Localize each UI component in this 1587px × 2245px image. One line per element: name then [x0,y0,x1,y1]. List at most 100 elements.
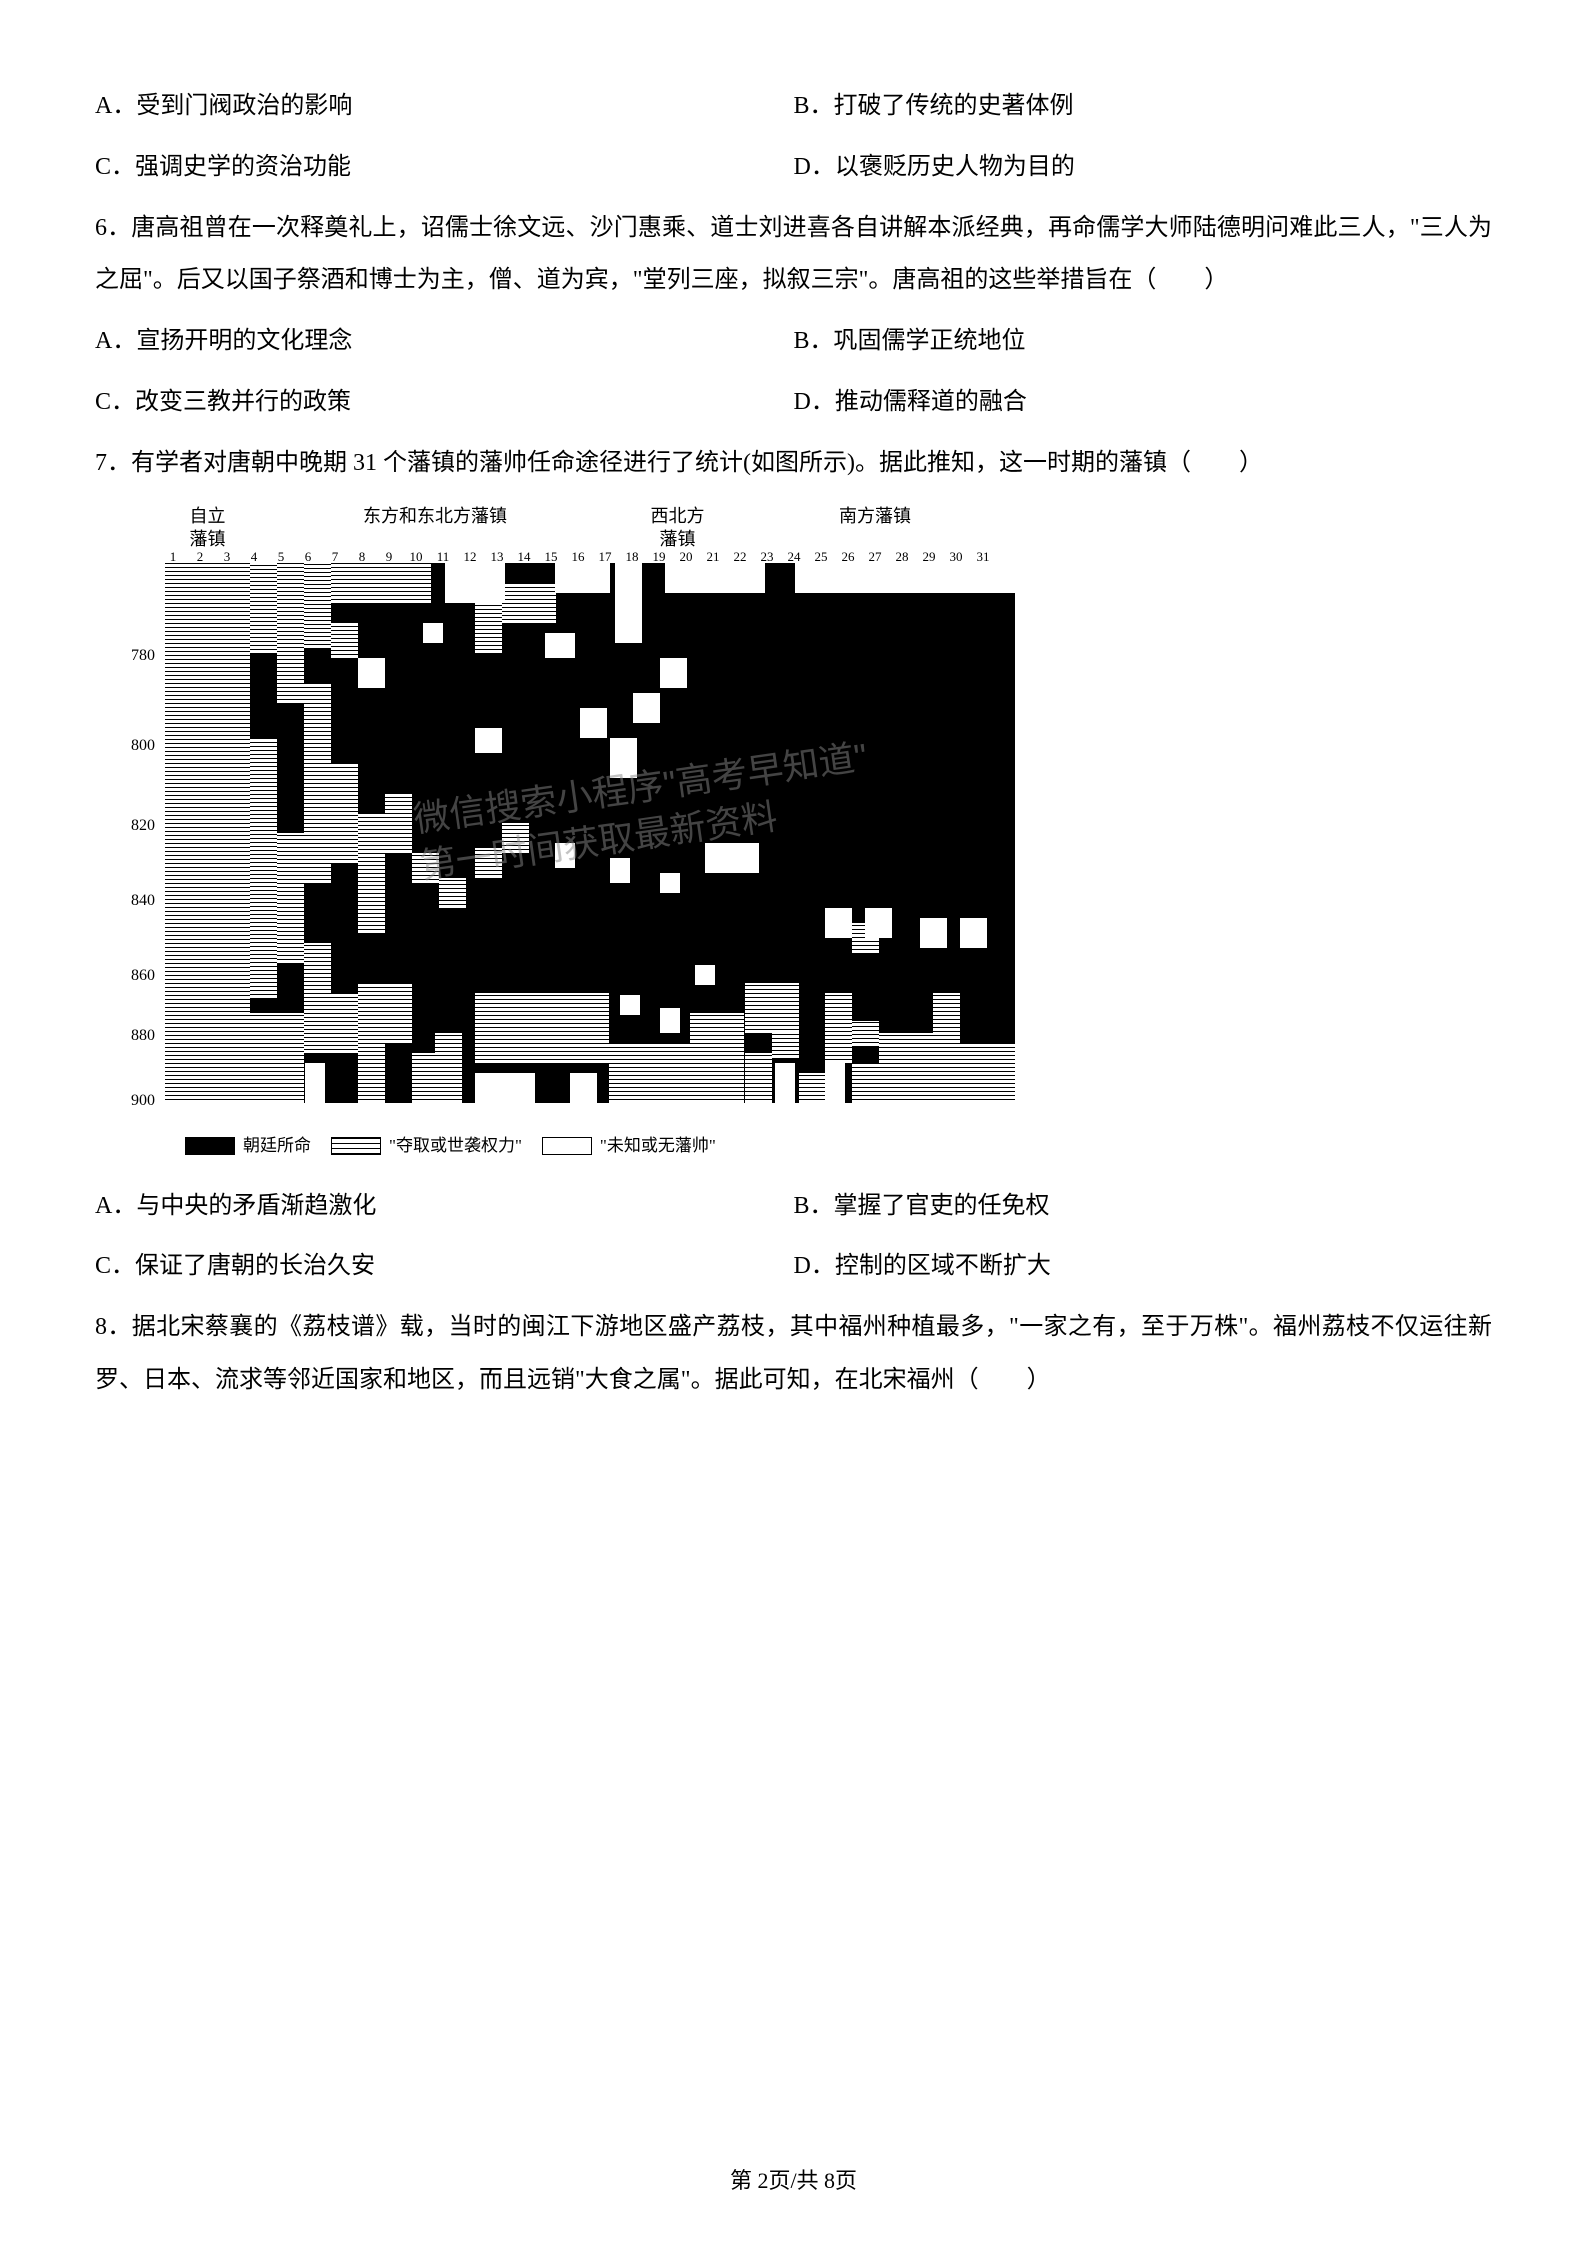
q7-options-row1: A．与中央的矛盾渐趋激化 B．掌握了官吏的任免权 [95,1180,1492,1233]
chart-y-label: 800 [115,728,155,763]
q5-option-a: A．受到门阀政治的影响 [95,80,794,133]
chart-region-unknown [475,1073,535,1103]
chart-region-seized [879,1033,933,1103]
chart-region-seized [772,1033,799,1058]
chart-region-unknown [795,563,1015,593]
chart-region-unknown [825,908,852,938]
chart-y-label: 860 [115,958,155,993]
document-page: A．受到门阀政治的影响 B．打破了传统的史著体例 C．强调史学的资治功能 D．以… [0,0,1587,1475]
chart-region-unknown [665,563,765,593]
chart-region-unknown [358,658,385,688]
chart-region-seized [475,993,556,1063]
legend-item: "未知或无藩帅" [542,1127,716,1164]
legend-swatch [185,1137,235,1155]
chart-region-seized [331,563,431,603]
chart-region-seized [277,563,304,703]
chart-region-seized [609,1043,690,1103]
chart-region-unknown [545,633,575,658]
legend-swatch [542,1137,592,1155]
chart-region-seized [555,993,609,1063]
chart-region-unknown [555,563,610,593]
chart-region-unknown [960,918,987,948]
q6-stem: 6．唐高祖曾在一次释奠礼上，诏儒士徐文远、沙门惠乘、道士刘进喜各自讲解本派经典，… [95,202,1492,308]
chart-region-unknown [865,908,892,938]
chart-region-unknown [570,1073,597,1103]
q5-option-b: B．打破了传统的史著体例 [794,80,1493,133]
chart-y-label: 820 [115,808,155,843]
chart-region-seized [475,603,502,653]
q5-options-row1: A．受到门阀政治的影响 B．打破了传统的史著体例 [95,80,1492,133]
chart-region-seized [331,763,358,863]
chart-y-label: 840 [115,883,155,918]
q7-options-row2: C．保证了唐朝的长治久安 D．控制的区域不断扩大 [95,1240,1492,1293]
chart-region-unknown [633,693,660,723]
q6-option-b: B．巩固儒学正统地位 [794,315,1493,368]
chart-region-seized [250,1013,304,1103]
chart-region-seized [852,1021,879,1046]
chart-region-seized [933,993,960,1103]
q7-option-a: A．与中央的矛盾渐趋激化 [95,1180,794,1233]
q6-options-row2: C．改变三教并行的政策 D．推动儒释道的融合 [95,376,1492,429]
chart-region-unknown [825,1063,845,1103]
q5-option-c: C．强调史学的资治功能 [95,141,794,194]
chart-region-unknown [620,995,640,1015]
chart-region-seized [304,683,331,883]
legend-item: 朝廷所命 [185,1127,311,1164]
chart-region-seized [358,813,385,933]
chart-region-seized [439,878,466,908]
chart-region-unknown [660,658,687,688]
chart-region-seized [165,563,250,1103]
chart-region-seized [502,583,556,623]
chart-region-seized [502,823,529,853]
chart-region-unknown [695,965,715,985]
chart-region-seized [358,983,385,1103]
q5-options-row2: C．强调史学的资治功能 D．以褒贬历史人物为目的 [95,141,1492,194]
chart-region-seized [745,1053,772,1103]
legend-label: 朝廷所命 [243,1127,311,1164]
chart-region-seized [412,853,439,883]
chart-region-seized [331,993,358,1053]
chart-region-seized [960,1043,987,1103]
chart-region-seized [852,1063,879,1103]
q5-option-d: D．以褒贬历史人物为目的 [794,141,1493,194]
chart-grid [165,563,1015,1103]
chart-region-seized [331,623,358,658]
page-footer: 第 2页/共 8页 [0,2163,1587,2195]
legend-swatch [331,1137,381,1155]
chart-region-unknown [705,843,759,873]
chart-region-seized [277,833,304,963]
legend-item: "夺取或世袭权力" [331,1127,522,1164]
chart-region-unknown [920,918,947,948]
q8-stem: 8．据北宋蔡襄的《荔枝谱》载，当时的闽江下游地区盛产荔枝，其中福州种植最多，"一… [95,1301,1492,1407]
chart-region-seized [435,1033,462,1103]
chart-region-unknown [610,738,637,778]
chart-y-label: 900 [115,1083,155,1118]
q7-option-d: D．控制的区域不断扩大 [794,1240,1493,1293]
chart-region-unknown [610,858,630,883]
chart-region-seized [385,983,412,1043]
chart-region-seized [250,738,277,998]
q6-options-row1: A．宣扬开明的文化理念 B．巩固儒学正统地位 [95,315,1492,368]
chart-region-seized [304,943,331,1053]
chart-region-seized [799,1073,826,1103]
chart-region-unknown [615,563,642,643]
chart-region-unknown [475,728,502,753]
chart-region-seized [987,1043,1015,1103]
chart-body: 780800820840860880900 [115,563,1015,1103]
legend-label: "未知或无藩帅" [600,1127,716,1164]
chart-region-unknown [580,708,607,738]
q7-option-b: B．掌握了官吏的任免权 [794,1180,1493,1233]
chart-region-seized [475,848,502,878]
chart-y-label: 880 [115,1018,155,1053]
chart-y-axis: 780800820840860880900 [115,563,160,1103]
chart-region-seized [385,793,412,853]
chart-region-seized [745,983,799,1033]
chart-region-unknown [660,1008,680,1033]
chart-region-unknown [445,563,505,603]
chart-region-seized [690,1013,744,1103]
q6-option-c: C．改变三教并行的政策 [95,376,794,429]
chart-region-seized [250,563,277,653]
chart-region-seized [412,1053,439,1103]
chart-region-unknown [775,1063,795,1103]
chart-legend: 朝廷所命 "夺取或世袭权力" "未知或无藩帅" [185,1127,1015,1164]
